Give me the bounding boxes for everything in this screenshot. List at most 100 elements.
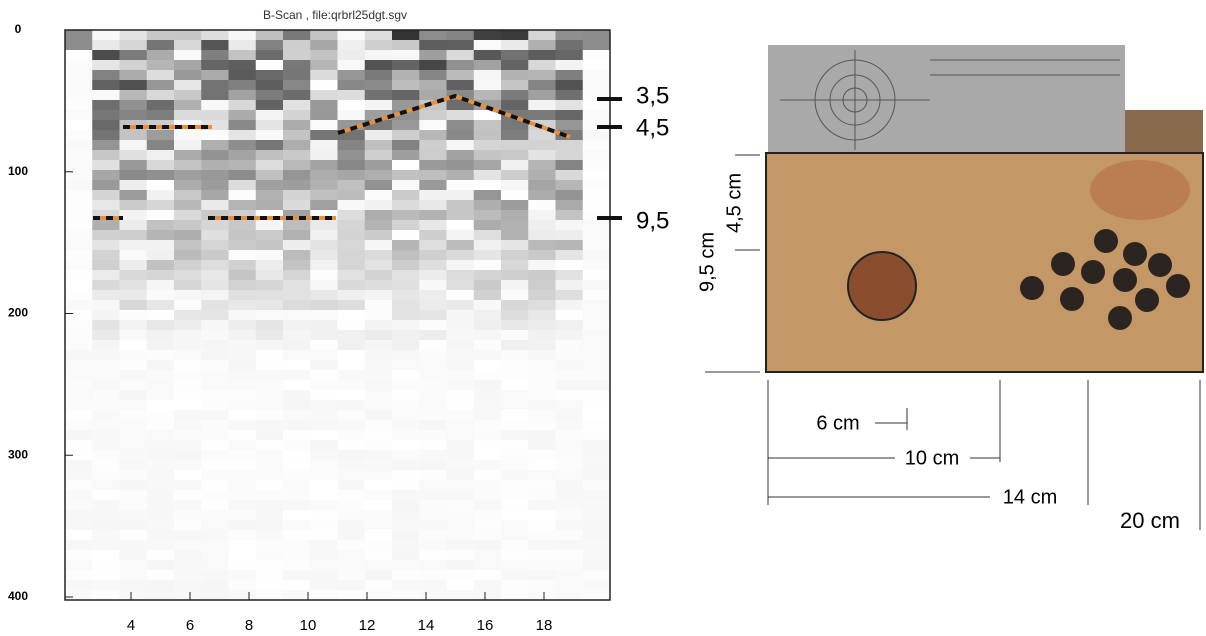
scan-pixel (446, 240, 475, 251)
scan-pixel (364, 180, 393, 191)
scan-pixel (310, 70, 338, 81)
scan-pixel (119, 370, 148, 381)
scan-pixel (228, 170, 257, 181)
scan-pixel (174, 80, 202, 91)
scan-pixel (310, 390, 338, 401)
scan-pixel (446, 160, 475, 171)
scan-pixel (255, 180, 284, 191)
scan-pixel (283, 210, 311, 221)
scan-pixel (528, 370, 556, 381)
scan-pixel (228, 380, 257, 391)
scan-pixel (392, 290, 420, 301)
scan-pixel (255, 260, 284, 271)
scan-pixel (146, 170, 175, 181)
scan-pixel (201, 470, 229, 481)
scan-pixel (255, 300, 284, 311)
scan-pixel (92, 180, 120, 191)
scan-pixel (555, 500, 584, 511)
scan-pixel (364, 350, 393, 361)
scan-pixel (65, 590, 93, 601)
scan-pixel (310, 400, 338, 411)
scan-pixel (146, 570, 175, 581)
scan-pixel (119, 360, 148, 371)
scan-pixel (501, 200, 529, 211)
scan-pixel (174, 220, 202, 231)
scan-pixel (528, 260, 556, 271)
scan-pixel (528, 150, 556, 161)
scan-pixel (92, 170, 120, 181)
scan-pixel (364, 370, 393, 381)
scan-pixel (528, 400, 556, 411)
scan-pixel (446, 490, 475, 501)
scan-pixel (310, 170, 338, 181)
scan-pixel (228, 550, 257, 561)
scan-pixel (310, 280, 338, 291)
scan-pixel (528, 410, 556, 421)
scan-pixel (119, 320, 148, 331)
scan-pixel (146, 460, 175, 471)
scan-pixel (310, 550, 338, 561)
scan-pixel (65, 60, 93, 71)
scan-pixel (255, 570, 284, 581)
scan-pixel (65, 120, 93, 131)
scan-pixel (255, 550, 284, 561)
scan-pixel (283, 90, 311, 101)
scan-pixel (283, 480, 311, 491)
scan-pixel (174, 130, 202, 141)
scan-pixel (419, 340, 447, 351)
scan-pixel (419, 390, 447, 401)
scan-pixel (174, 310, 202, 321)
scan-pixel (419, 520, 447, 531)
scan-pixel (392, 510, 420, 521)
scan-pixel (65, 200, 93, 211)
scan-pixel (92, 500, 120, 511)
scan-pixel (310, 60, 338, 71)
scan-pixel (174, 420, 202, 431)
scan-pixel (419, 110, 447, 121)
scan-pixel (473, 90, 502, 101)
scan-pixel (419, 310, 447, 321)
scan-pixel (582, 200, 611, 211)
x-tick-label: 12 (359, 617, 376, 634)
scan-pixel (419, 300, 447, 311)
scan-pixel (501, 540, 529, 551)
scan-pixel (473, 70, 502, 81)
scan-pixel (65, 560, 93, 571)
scan-pixel (146, 390, 175, 401)
scan-pixel (446, 130, 475, 141)
scan-pixel (446, 370, 475, 381)
scan-pixel (228, 270, 257, 281)
scan-pixel (337, 110, 366, 121)
scan-pixel (419, 220, 447, 231)
scan-pixel (501, 310, 529, 321)
scan-pixel (228, 430, 257, 441)
scan-pixel (283, 510, 311, 521)
scan-pixel (555, 210, 584, 221)
scan-pixel (310, 30, 338, 41)
scan-pixel (146, 310, 175, 321)
scan-pixel (555, 550, 584, 561)
scan-pixel (92, 70, 120, 81)
scan-pixel (555, 290, 584, 301)
scan-pixel (392, 540, 420, 551)
scan-pixel (283, 460, 311, 471)
scan-pixel (228, 250, 257, 261)
scan-pixel (92, 410, 120, 421)
depth-markers (597, 97, 622, 220)
scan-pixel (582, 400, 611, 411)
scan-pixel (446, 590, 475, 601)
scan-pixel (364, 250, 393, 261)
scan-pixel (146, 350, 175, 361)
scan-pixel (65, 530, 93, 541)
dimension-label: 9,5 cm (696, 232, 718, 292)
scan-pixel (255, 140, 284, 151)
scan-pixel (119, 160, 148, 171)
scan-pixel (364, 360, 393, 371)
scan-pixel (283, 320, 311, 331)
scan-pixel (201, 340, 229, 351)
scan-pixel (582, 430, 611, 441)
scan-pixel (555, 340, 584, 351)
scan-pixel (92, 520, 120, 531)
scan-pixel (201, 300, 229, 311)
scan-pixel (501, 130, 529, 141)
